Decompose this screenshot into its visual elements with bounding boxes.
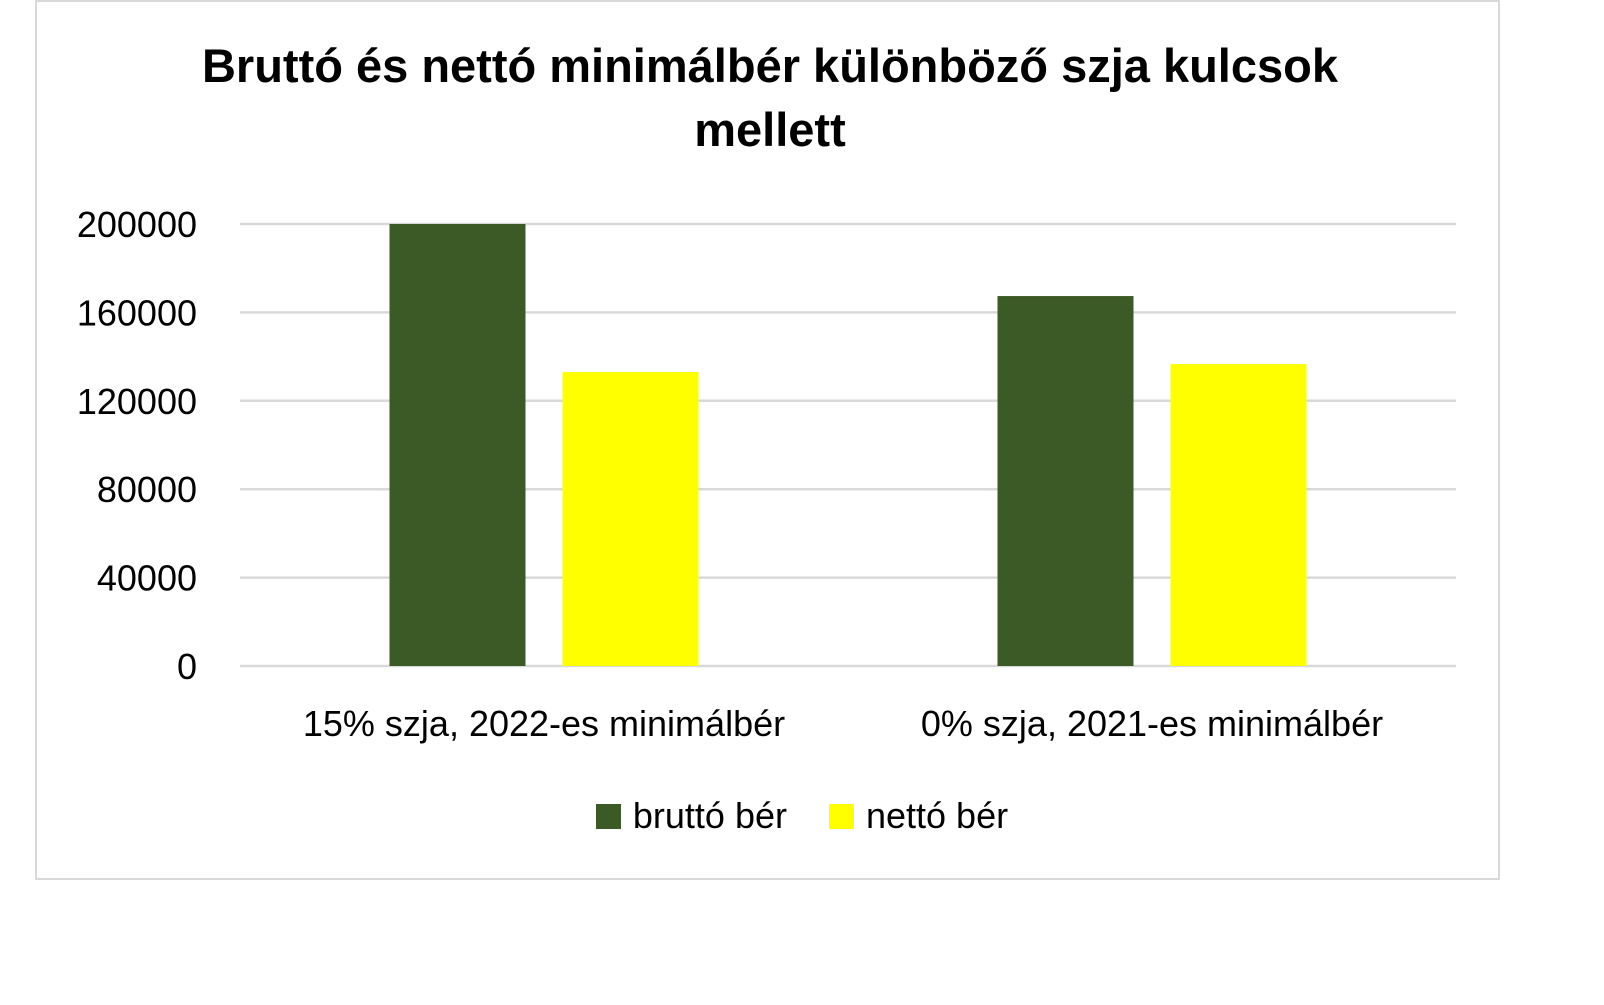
bars: [389, 224, 1307, 666]
legend: bruttó bér nettó bér: [0, 795, 1604, 837]
y-tick-label: 160000: [77, 292, 197, 333]
y-tick-label: 120000: [77, 381, 197, 422]
y-axis-ticks: 0 40000 80000 120000 160000 200000: [77, 204, 197, 687]
y-tick-label: 200000: [77, 204, 197, 245]
y-tick-label: 0: [177, 646, 197, 687]
bar-brutto-1: [997, 296, 1134, 666]
legend-label: bruttó bér: [632, 795, 787, 836]
y-tick-label: 40000: [97, 558, 197, 599]
legend-item: nettó bér: [828, 795, 1009, 837]
x-category-label: 15% szja, 2022-es minimálbér: [303, 703, 785, 744]
bar-brutto-0: [389, 224, 526, 666]
bar-netto-0: [562, 372, 699, 666]
x-category-label: 0% szja, 2021-es minimálbér: [921, 703, 1383, 744]
legend-swatch: [595, 803, 621, 829]
chart-title: Bruttó és nettó minimálbér különböző szj…: [201, 39, 1338, 156]
bar-netto-1: [1170, 364, 1307, 666]
legend-swatch: [828, 803, 854, 829]
y-tick-label: 80000: [97, 469, 197, 510]
legend-item: bruttó bér: [595, 795, 787, 837]
x-axis-categories: 15% szja, 2022-es minimálbér 0% szja, 202…: [303, 703, 1383, 744]
legend-label: nettó bér: [865, 795, 1009, 836]
